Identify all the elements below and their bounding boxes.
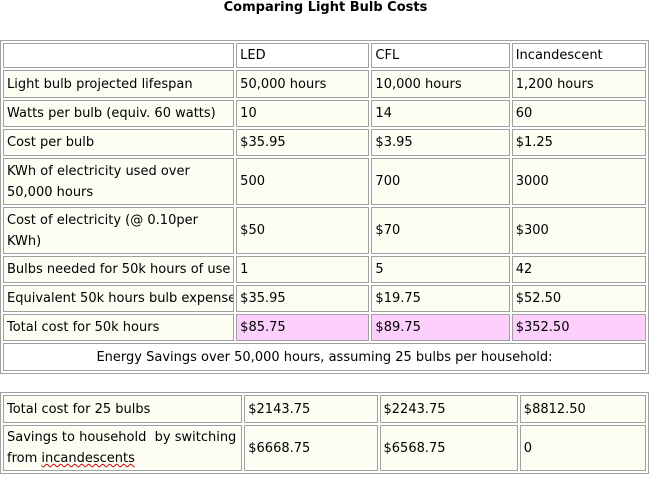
cell-led: 1 xyxy=(236,256,370,283)
cell-cfl: $6568.75 xyxy=(379,425,518,471)
cell-incandescent: $300 xyxy=(511,207,646,254)
cell-incandescent: 60 xyxy=(511,100,646,127)
cost-comparison-table: LED CFL Incandescent Light bulb projecte… xyxy=(0,40,649,374)
column-header-incandescent: Incandescent xyxy=(511,43,646,68)
cell-led: $35.95 xyxy=(236,285,370,312)
table-row: KWh of electricity used over 50,000 hour… xyxy=(3,158,646,205)
row-label: Total cost for 50k hours xyxy=(3,314,235,341)
table-header-row: LED CFL Incandescent xyxy=(3,43,646,68)
table-row: Cost of electricity (@ 0.10per KWh) $50 … xyxy=(3,207,646,254)
cell-led-highlighted: $85.75 xyxy=(236,314,370,341)
table-row: Light bulb projected lifespan 50,000 hou… xyxy=(3,70,646,98)
row-label: Savings to household by switching from in… xyxy=(3,425,243,471)
cell-cfl: $70 xyxy=(371,207,510,254)
table-row: Cost per bulb $35.95 $3.95 $1.25 xyxy=(3,129,646,156)
row-label: Cost per bulb xyxy=(3,129,235,156)
cell-cfl: $3.95 xyxy=(371,129,510,156)
row-label: Total cost for 25 bulbs xyxy=(3,395,243,423)
row-label: Watts per bulb (equiv. 60 watts) xyxy=(3,100,235,127)
cell-incandescent: 3000 xyxy=(511,158,646,205)
column-header-led: LED xyxy=(236,43,370,68)
table-row: Total cost for 25 bulbs $2143.75 $2243.7… xyxy=(3,395,646,423)
table-row: Bulbs needed for 50k hours of use 1 5 42 xyxy=(3,256,646,283)
cell-incandescent: $52.50 xyxy=(511,285,646,312)
row-label: Equivalent 50k hours bulb expense xyxy=(3,285,235,312)
cell-cfl: $19.75 xyxy=(371,285,510,312)
cell-led: $35.95 xyxy=(236,129,370,156)
cell-incandescent: 0 xyxy=(519,425,646,471)
row-label: Bulbs needed for 50k hours of use xyxy=(3,256,235,283)
spellcheck-underlined-word: incandescents xyxy=(41,451,135,466)
table-row: Watts per bulb (equiv. 60 watts) 10 14 6… xyxy=(3,100,646,127)
page-title: Comparing Light Bulb Costs xyxy=(223,0,428,15)
cell-led: $50 xyxy=(236,207,370,254)
table-row: Savings to household by switching from in… xyxy=(3,425,646,471)
cell-incandescent: $1.25 xyxy=(511,129,646,156)
cell-cfl: $2243.75 xyxy=(379,395,518,423)
cell-led: 500 xyxy=(236,158,370,205)
cell-led: $2143.75 xyxy=(244,395,378,423)
row-label: Cost of electricity (@ 0.10per KWh) xyxy=(3,207,235,254)
cell-incandescent: $8812.50 xyxy=(519,395,646,423)
table-row-total: Total cost for 50k hours $85.75 $89.75 $… xyxy=(3,314,646,341)
cell-incandescent: 42 xyxy=(511,256,646,283)
row-label-line1: Savings to household by switching xyxy=(7,430,237,445)
cell-incandescent-highlighted: $352.50 xyxy=(511,314,646,341)
row-label: Light bulb projected lifespan xyxy=(3,70,235,98)
cell-led: 10 xyxy=(236,100,370,127)
household-savings-table: Total cost for 25 bulbs $2143.75 $2243.7… xyxy=(0,392,649,474)
cell-cfl: 700 xyxy=(371,158,510,205)
cell-cfl: 14 xyxy=(371,100,510,127)
table-row: Equivalent 50k hours bulb expense $35.95… xyxy=(3,285,646,312)
row-label: KWh of electricity used over 50,000 hour… xyxy=(3,158,235,205)
header-blank-cell xyxy=(3,43,235,68)
section-heading-row: Energy Savings over 50,000 hours, assumi… xyxy=(3,343,646,371)
column-header-cfl: CFL xyxy=(371,43,510,68)
cell-incandescent: 1,200 hours xyxy=(511,70,646,98)
section-heading: Energy Savings over 50,000 hours, assumi… xyxy=(3,343,646,371)
cell-cfl: 10,000 hours xyxy=(371,70,510,98)
cell-cfl-highlighted: $89.75 xyxy=(371,314,510,341)
cell-led: $6668.75 xyxy=(244,425,378,471)
cell-led: 50,000 hours xyxy=(236,70,370,98)
row-label-line2-prefix: from xyxy=(7,451,42,466)
cell-cfl: 5 xyxy=(371,256,510,283)
